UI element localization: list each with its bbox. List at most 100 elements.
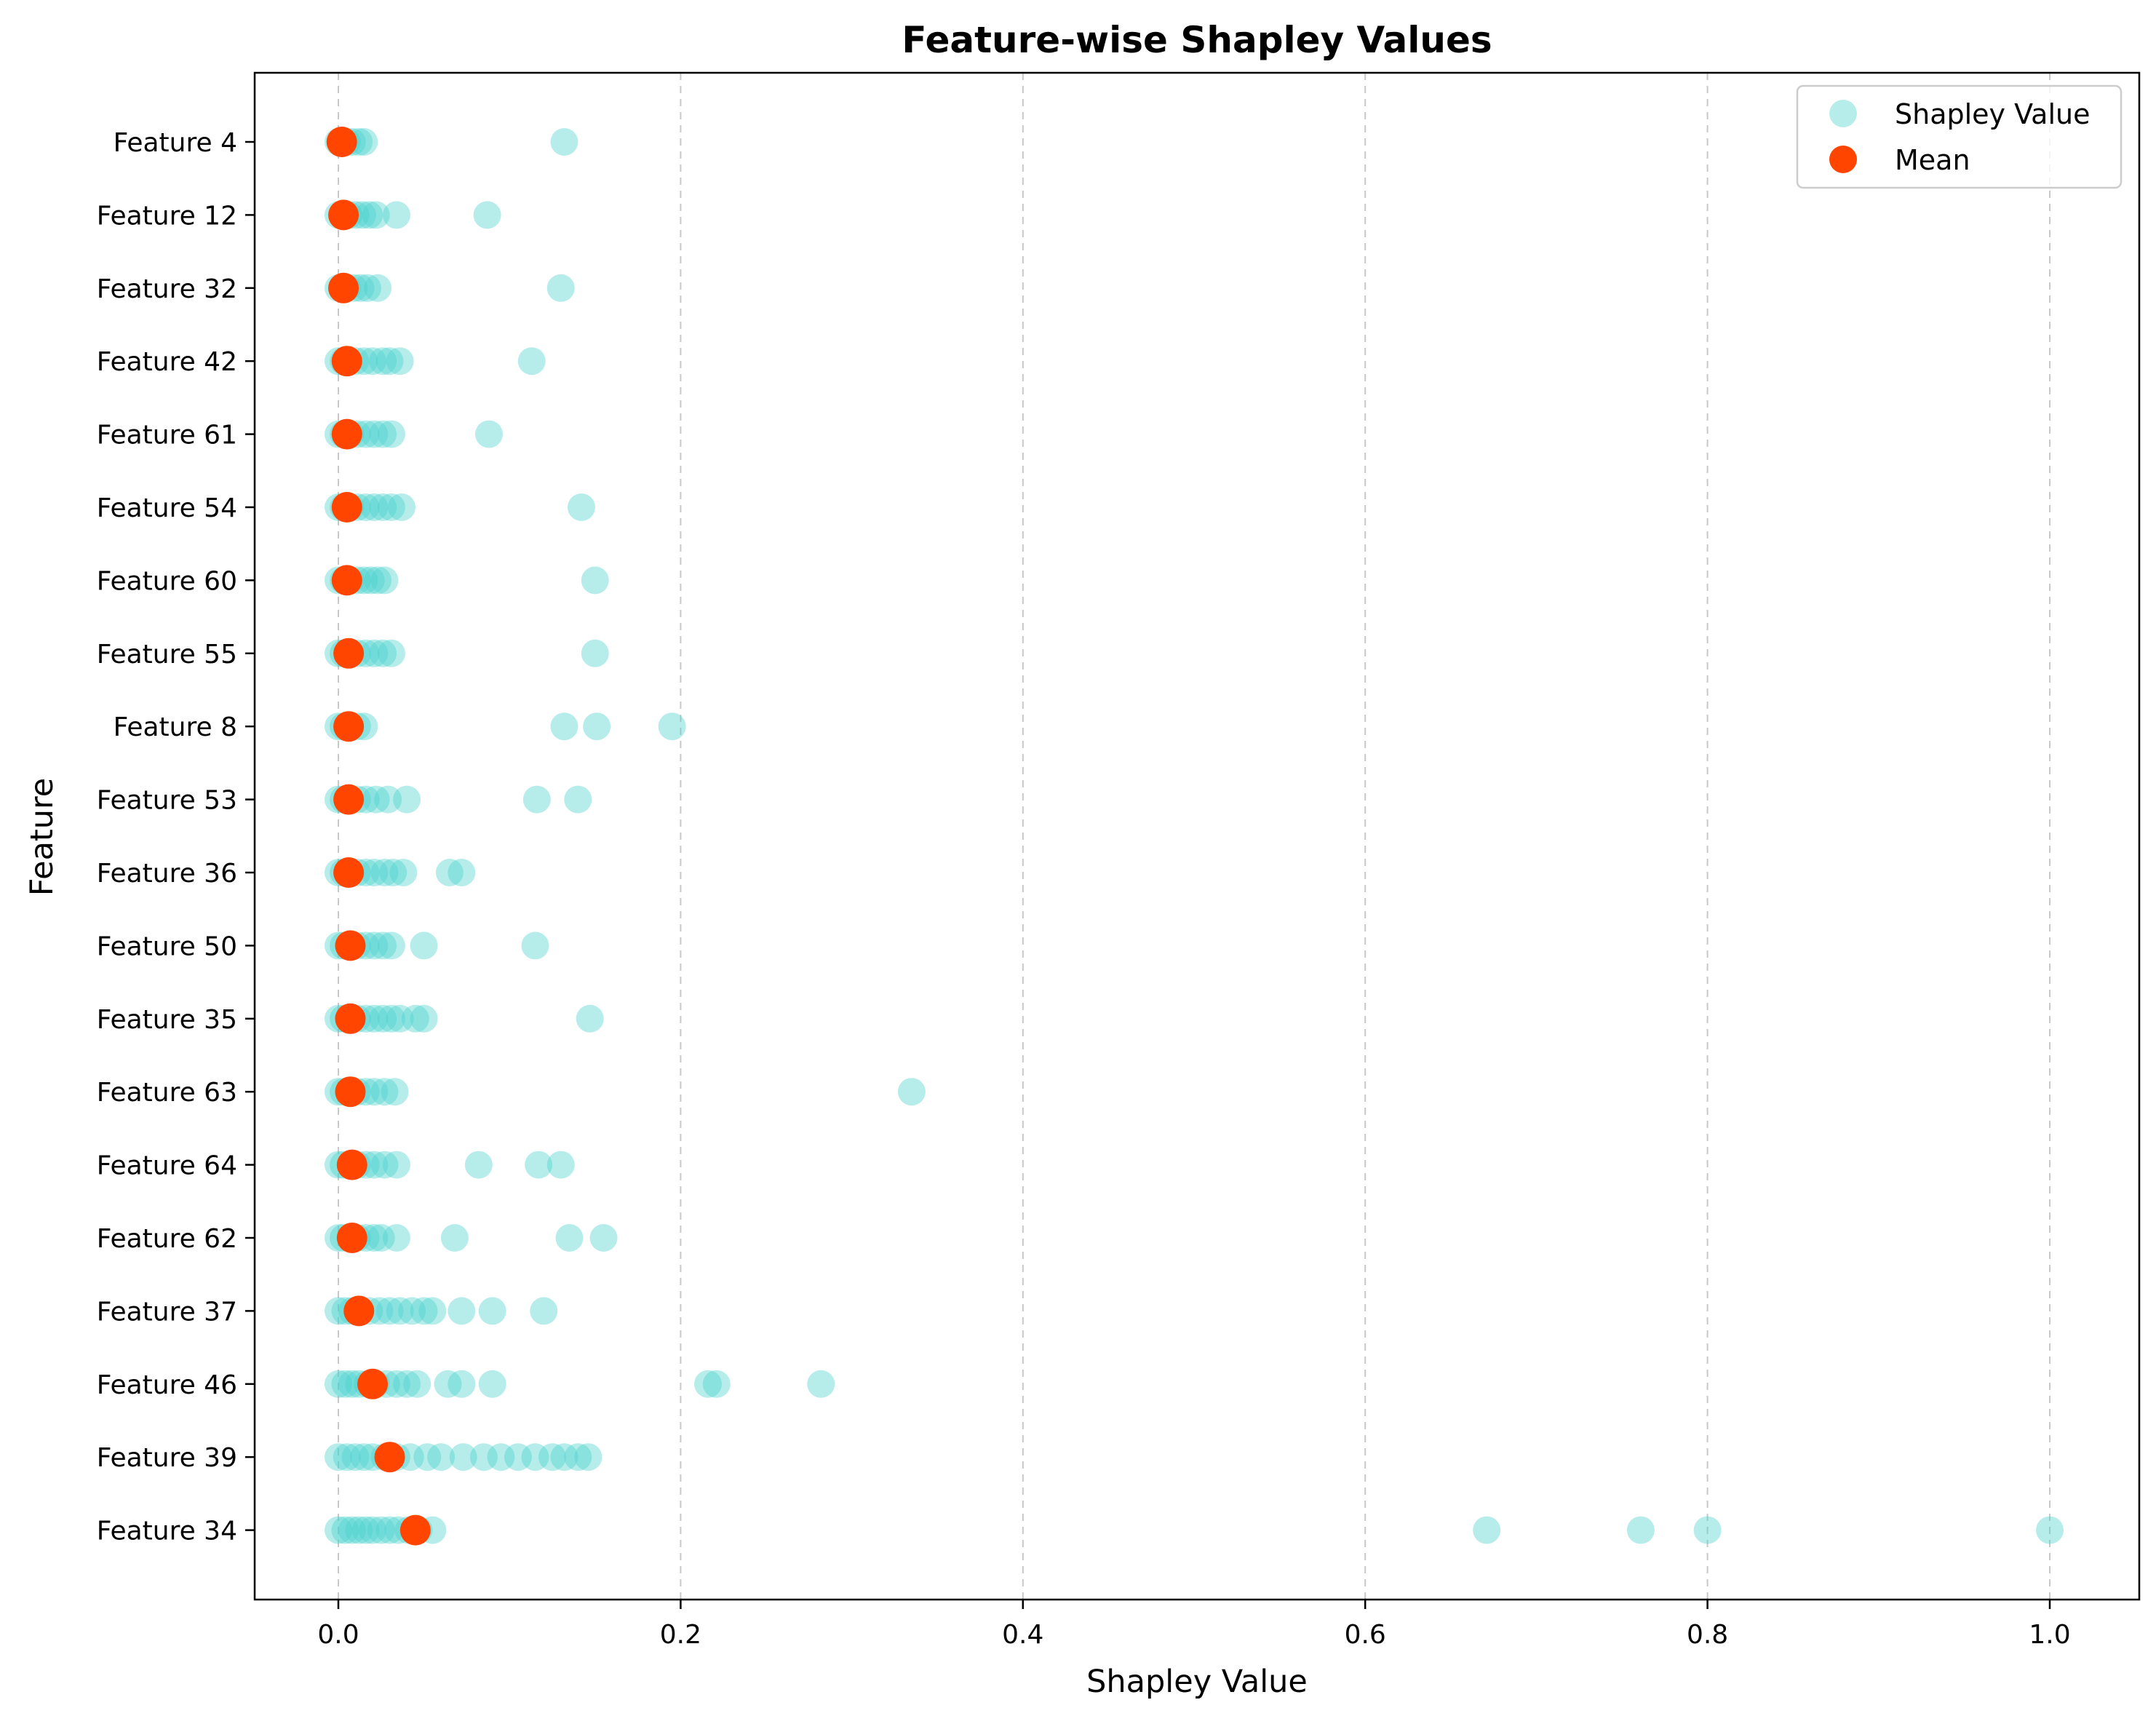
shapley-value-point xyxy=(382,1151,410,1179)
shapley-value-point xyxy=(364,566,392,595)
shapley-value-point xyxy=(393,785,421,814)
shapley-value-point xyxy=(474,420,503,448)
shapley-value-point xyxy=(382,201,410,229)
plot-frame xyxy=(253,71,2141,1601)
shapley-value-point xyxy=(538,1443,566,1471)
shapley-value-point xyxy=(410,931,438,960)
shapley-value-point xyxy=(360,1004,389,1033)
shapley-value-point xyxy=(2036,1516,2064,1544)
mean-point xyxy=(374,1442,405,1473)
shapley-value-point xyxy=(341,1443,370,1471)
shapley-value-point xyxy=(694,1370,723,1398)
shapley-value-point xyxy=(382,1370,410,1398)
y-axis-label: Feature xyxy=(24,778,60,897)
shapley-value-point xyxy=(583,712,611,741)
mean-point xyxy=(331,492,362,523)
y-tick-label: Feature 61 xyxy=(97,421,237,450)
shapley-value-point xyxy=(367,1224,395,1252)
shapley-value-point xyxy=(360,493,389,521)
shapley-value-point xyxy=(381,1078,409,1106)
shapley-value-point xyxy=(370,1078,399,1106)
shapley-value-point xyxy=(581,639,609,667)
shapley-value-point xyxy=(469,1443,498,1471)
x-tick-label: 1.0 xyxy=(2029,1620,2070,1650)
shapley-value-point xyxy=(504,1443,532,1471)
shapley-value-point xyxy=(530,1297,558,1325)
mean-point xyxy=(357,1368,389,1399)
shapley-value-point xyxy=(581,566,609,595)
shapley-value-point xyxy=(897,1078,926,1106)
shapley-value-point xyxy=(360,859,389,886)
x-tick-label: 0.0 xyxy=(317,1620,359,1650)
shapley-value-point xyxy=(550,712,578,741)
mean-point xyxy=(326,127,357,157)
x-tick-label: 0.2 xyxy=(660,1620,701,1650)
shapley-value-point xyxy=(521,1443,549,1471)
shapley-value-point xyxy=(447,859,476,886)
shapley-value-point xyxy=(555,1224,584,1252)
shapley-value-point xyxy=(360,1151,389,1179)
y-tick-label: Feature 50 xyxy=(97,931,237,961)
shapley-value-point xyxy=(410,1297,438,1325)
y-tick-label: Feature 8 xyxy=(114,712,237,742)
legend-frame xyxy=(1796,84,2123,189)
shapley-value-point xyxy=(525,1151,553,1179)
shapley-value-point xyxy=(360,639,389,667)
shapley-value-point xyxy=(370,1151,399,1179)
shapley-value-point xyxy=(393,1370,421,1398)
shapley-value-point xyxy=(360,420,389,448)
shapley-value-point xyxy=(351,1516,380,1544)
y-tick-label: Feature 39 xyxy=(97,1443,237,1473)
shapley-value-point xyxy=(386,1004,414,1033)
shapley-value-point xyxy=(360,1078,389,1106)
grid-layer xyxy=(338,73,2050,1600)
shapley-value-point xyxy=(576,1004,604,1033)
y-axis-ticks: Feature 4 Feature 12 Feature 32 Feature 42 F… xyxy=(97,128,255,1546)
shapley-value-point xyxy=(522,785,551,814)
shapley-value-point xyxy=(367,1516,395,1544)
shapley-value-point xyxy=(350,1443,378,1471)
shapley-value-point xyxy=(1626,1516,1655,1544)
shapley-value-point xyxy=(375,1516,404,1544)
mean-point xyxy=(336,1149,367,1180)
y-tick-label: Feature 55 xyxy=(97,640,237,670)
shapley-value-point xyxy=(401,1004,429,1033)
shapley-value-point xyxy=(375,347,404,376)
legend-marker-mean xyxy=(1829,146,1857,173)
x-tick-label: 0.6 xyxy=(1345,1620,1386,1650)
shapley-value-point xyxy=(357,566,385,595)
shapley-value-point xyxy=(331,1370,359,1398)
mean-point xyxy=(328,272,359,303)
shapley-value-point xyxy=(369,493,397,521)
shapley-value-point xyxy=(364,274,392,302)
shapley-value-point xyxy=(379,859,407,886)
shapley-value-point xyxy=(377,420,405,448)
mean-point xyxy=(343,1295,375,1327)
shapley-value-point xyxy=(377,639,405,667)
shapley-value-point xyxy=(807,1370,835,1398)
shapley-value-point xyxy=(374,785,402,814)
shapley-value-point xyxy=(362,201,390,229)
shapley-value-point xyxy=(589,1224,618,1252)
shapley-value-point xyxy=(550,1443,578,1471)
shapley-value-point xyxy=(338,1516,366,1544)
x-tick-label: 0.8 xyxy=(1687,1620,1728,1650)
mean-point xyxy=(333,784,365,815)
mean-point xyxy=(335,930,366,961)
shapley-value-point xyxy=(325,1370,352,1398)
shapley-value-point xyxy=(473,201,501,229)
legend-label-shapley-value: Shapley Value xyxy=(1895,98,2090,130)
legend: Shapley Value Mean xyxy=(1796,84,2123,189)
y-tick-label: Feature 35 xyxy=(97,1005,237,1035)
shapley-value-point xyxy=(359,347,387,376)
shapley-value-point xyxy=(410,1004,438,1033)
shapley-value-point xyxy=(478,1297,506,1325)
shapley-value-point xyxy=(398,1297,426,1325)
mean-point xyxy=(331,346,362,377)
mean-point xyxy=(333,637,365,669)
shapley-value-point xyxy=(418,1297,447,1325)
shapley-value-point xyxy=(369,347,397,376)
y-tick-label: Feature 34 xyxy=(97,1517,237,1546)
y-tick-label: Feature 32 xyxy=(97,274,237,304)
